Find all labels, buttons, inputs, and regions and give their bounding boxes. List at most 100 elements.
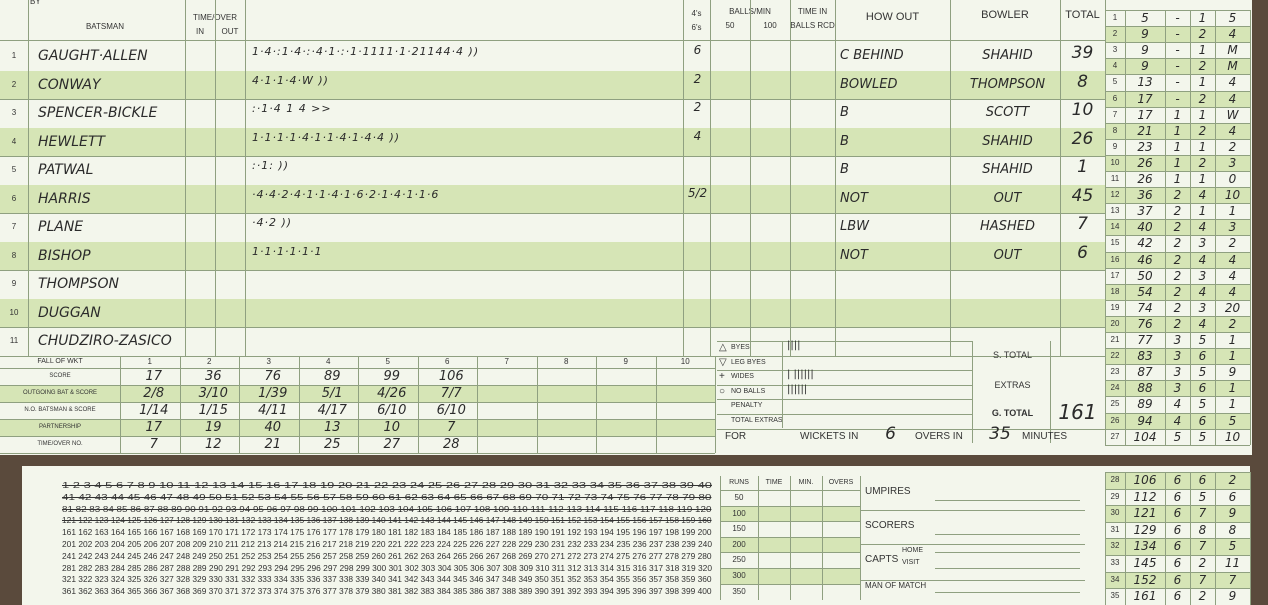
over-cell: M — [1227, 43, 1238, 58]
rule — [860, 476, 861, 600]
over-cell: 6 — [1173, 572, 1182, 587]
fow-value: 17 — [145, 420, 163, 435]
rule — [935, 534, 1080, 535]
over-cell: 4 — [1198, 252, 1207, 267]
bowler: SHAHID — [982, 48, 1033, 63]
rule — [1190, 10, 1191, 445]
ball-by-ball: :·1: )) — [252, 159, 289, 172]
rule — [1105, 283, 1250, 285]
run-tally: 321 322 323 324 325 326 327 328 329 330 … — [62, 575, 712, 585]
fours: 6 — [693, 43, 702, 57]
cell-bg — [1105, 122, 1250, 139]
batsman-number: 7 — [11, 222, 17, 231]
rule — [298, 356, 300, 453]
over-cell: 6 — [1198, 413, 1207, 428]
over-number: 3 — [1112, 45, 1118, 55]
over-cell: 3 — [1198, 268, 1207, 283]
cell-bg — [1105, 283, 1250, 300]
over-cell: 4 — [1198, 220, 1207, 235]
over-cell: 6 — [1198, 473, 1207, 487]
over-cell: 76 — [1137, 316, 1153, 331]
over-number: 33 — [1110, 558, 1120, 567]
over-cell: - — [1175, 43, 1180, 58]
over-number: 11 — [1110, 174, 1120, 183]
ball-by-ball: 1·1·1·1·1·1 — [252, 244, 323, 258]
cell-bg — [1105, 348, 1250, 365]
over-cell: 1 — [1198, 172, 1207, 186]
run-tally: 121 122 123 124 125 126 127 128 129 130 … — [62, 516, 712, 526]
rule — [1105, 26, 1250, 28]
rule — [0, 327, 1105, 328]
how-out: B — [840, 133, 849, 149]
label: 100 — [763, 21, 777, 30]
rule — [596, 356, 597, 453]
over-number: 17 — [1110, 270, 1120, 280]
rule — [0, 385, 715, 386]
total — [1060, 267, 1105, 296]
rule — [715, 356, 716, 453]
label: TIME/OVER — [185, 12, 245, 24]
over-cell: 7 — [1198, 572, 1207, 587]
over-cell: 145 — [1133, 556, 1157, 570]
rule — [758, 476, 759, 600]
milestone: 100 — [732, 508, 746, 518]
extras-tally: |||| — [787, 340, 801, 351]
over-number: 30 — [1110, 508, 1120, 518]
label: 4's — [691, 9, 702, 18]
over-cell: 1 — [1173, 123, 1182, 138]
rule — [1105, 154, 1250, 156]
rule — [1105, 203, 1250, 205]
label: BALLS/MIN — [710, 6, 790, 18]
fours — [685, 293, 710, 322]
fow-value: 17 — [145, 369, 163, 384]
over-cell: 2 — [1173, 284, 1182, 299]
cell-bg — [1105, 538, 1250, 555]
cell-bg — [1105, 90, 1250, 107]
fow-column: 2 — [207, 357, 212, 366]
how-out: B — [840, 105, 849, 120]
fours — [685, 321, 710, 350]
label: TIME IN — [797, 7, 828, 16]
g-total: 161 — [1058, 400, 1097, 424]
extras-label: BYES — [731, 344, 750, 351]
extras-label: PENALTY — [731, 402, 763, 409]
batsman-number: 9 — [11, 279, 17, 288]
over-number: 24 — [1110, 383, 1120, 393]
fow-value: 4/11 — [258, 403, 288, 418]
over-cell: 5 — [1198, 365, 1207, 380]
rule — [790, 0, 791, 356]
over-cell: 4 — [1228, 268, 1237, 283]
cell-bg — [1105, 571, 1250, 589]
over-cell: 9 — [1141, 43, 1149, 58]
over-number: 7 — [1112, 109, 1118, 119]
total: 6 — [1077, 242, 1088, 263]
over-cell: 2 — [1173, 188, 1182, 203]
fow-value: 13 — [323, 420, 341, 435]
rule — [835, 0, 836, 356]
over-cell: 9 — [1228, 506, 1237, 521]
cell-bg — [1105, 219, 1250, 236]
how-out: C BEHIND — [840, 48, 904, 63]
rule — [1050, 341, 1051, 443]
over-cell: 3 — [1198, 236, 1207, 251]
s-total: S. TOTAL — [992, 350, 1032, 360]
bowler: THOMPSON — [969, 76, 1046, 92]
rule — [1105, 412, 1250, 414]
over-cell: 21 — [1137, 123, 1153, 138]
fow-value: 10 — [383, 420, 401, 435]
cell-bg — [0, 385, 715, 402]
over-cell: 3 — [1173, 333, 1182, 347]
over-cell: 3 — [1173, 349, 1182, 364]
rule — [1105, 472, 1250, 473]
over-number: 14 — [1110, 222, 1120, 232]
cell-bg — [1105, 187, 1250, 204]
rule — [0, 356, 715, 357]
over-cell: 5 — [1228, 11, 1237, 25]
rule — [717, 384, 972, 386]
run-tally: 241 242 243 244 245 246 247 248 249 250 … — [62, 551, 712, 561]
over-cell: 9 — [1228, 365, 1237, 380]
rule — [1215, 472, 1216, 605]
fow-value: 1/39 — [258, 386, 288, 401]
rule — [1105, 380, 1250, 382]
over-cell: 3 — [1198, 300, 1207, 315]
